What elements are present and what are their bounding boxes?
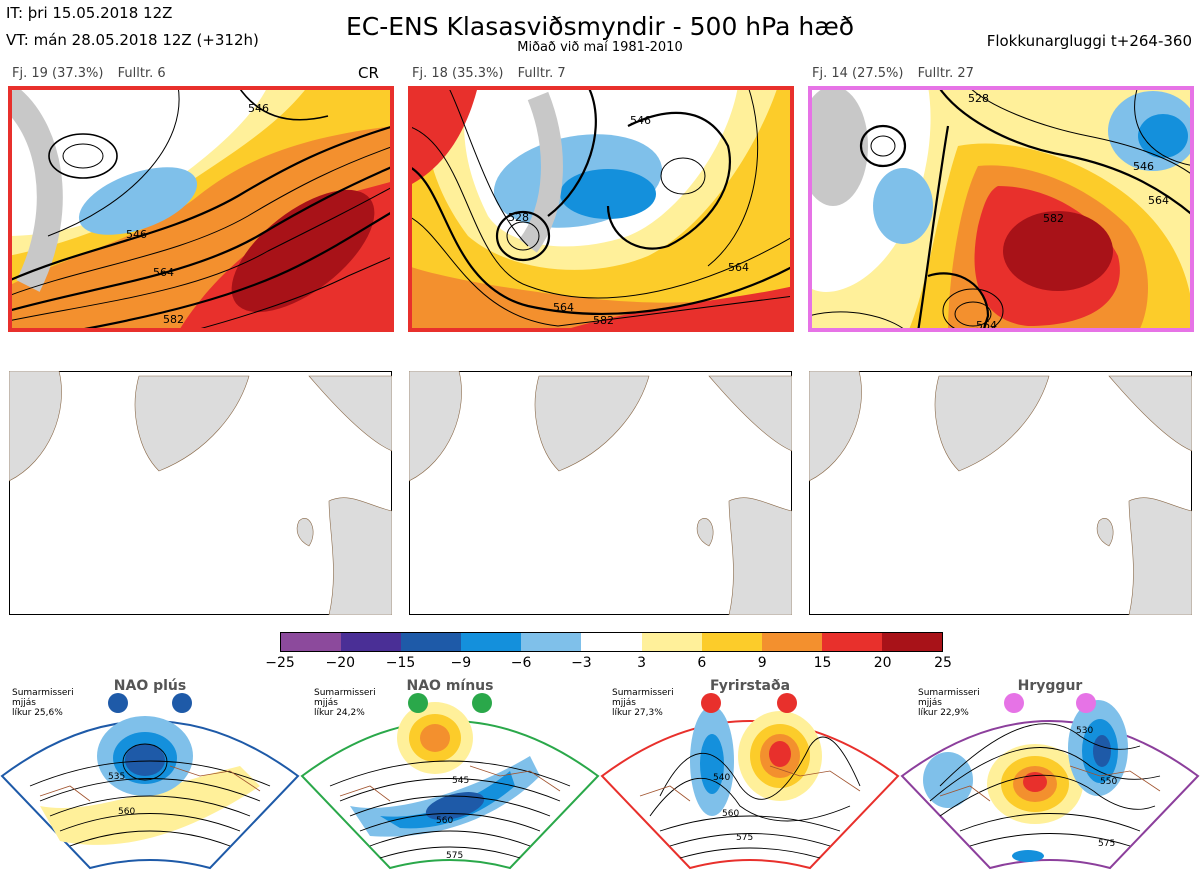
- colorbar-tick: −9: [450, 655, 472, 671]
- colorbar-tick: 3: [637, 655, 647, 671]
- colorbar-swatch: [341, 633, 402, 651]
- initial-time: IT: þri 15.05.2018 12Z: [6, 4, 173, 22]
- contour-label: 545: [452, 776, 469, 786]
- contour-label: 540: [713, 773, 730, 783]
- colorbar-tick: −20: [325, 655, 356, 671]
- panel-border: [408, 86, 794, 332]
- regime-nao-minus: 545 560 575 NAO mínus Sumarmisseri mjjás…: [300, 676, 600, 871]
- regime-marker: [472, 693, 492, 713]
- colorbar-swatch: [281, 633, 342, 651]
- regime-info: Sumarmisseri mjjás líkur 25,6%: [12, 688, 74, 718]
- colorbar-swatch: [821, 633, 882, 651]
- panel-label-3: Fj. 14 (27.5%) Fulltr. 27: [812, 66, 984, 81]
- panel-label-1: Fj. 19 (37.3%) Fulltr. 6: [12, 66, 176, 81]
- regime-nao-plus: 535 560 NAO plús Sumarmisseri mjjás líku…: [0, 676, 300, 871]
- colorbar: [280, 632, 943, 652]
- colorbar-swatch: [641, 633, 702, 651]
- regime-info: Sumarmisseri mjjás líkur 24,2%: [314, 688, 376, 718]
- classification-window: Flokkunargluggi t+264-360: [986, 32, 1192, 50]
- colorbar-swatch: [461, 633, 522, 651]
- regime-ridge: 530 550 575 Hryggur Sumarmisseri mjjás l…: [900, 676, 1200, 871]
- panel-border: [808, 86, 1194, 332]
- panel-border: [8, 86, 394, 332]
- colorbar-tick: 25: [934, 655, 952, 671]
- cluster-tag: CR: [358, 64, 379, 82]
- contour-label: 582: [1043, 212, 1064, 225]
- representative-label: Fulltr. 27: [917, 66, 974, 81]
- contour-label: 546: [126, 228, 147, 241]
- blank-map-2: [409, 371, 792, 615]
- representative-label: Fulltr. 6: [117, 66, 166, 81]
- regime-marker: [701, 693, 721, 713]
- contour-label: 582: [593, 314, 614, 327]
- colorbar-tick: −15: [385, 655, 416, 671]
- cluster-label: Fj. 18 (35.3%): [412, 66, 504, 81]
- contour-label: 546: [1133, 160, 1154, 173]
- contour-label: 564: [1148, 194, 1169, 207]
- contour-label: 564: [728, 261, 749, 274]
- colorbar-swatch: [521, 633, 582, 651]
- forecast-map-1: 546 546 564 582: [8, 86, 394, 332]
- regime-name: Hryggur: [1017, 678, 1083, 694]
- regime-info: Sumarmisseri mjjás líkur 22,9%: [918, 688, 980, 718]
- colorbar-tick: 15: [813, 655, 832, 671]
- contour-label: 564: [553, 301, 574, 314]
- colorbar-tick: −3: [571, 655, 592, 671]
- colorbar-swatch: [401, 633, 462, 651]
- regime-border: [600, 720, 900, 870]
- regime-name: Fyrirstaða: [709, 678, 791, 694]
- colorbar-swatch: [701, 633, 762, 651]
- blank-map-3: [809, 371, 1192, 615]
- colorbar-tick: 9: [757, 655, 767, 671]
- regime-name: NAO mínus: [406, 678, 494, 694]
- page-title: EC-ENS Klasasviðsmyndir - 500 hPa hæð: [345, 12, 855, 41]
- contour-label: 546: [630, 114, 651, 127]
- regime-marker: [108, 693, 128, 713]
- colorbar-tick: −6: [510, 655, 532, 671]
- colorbar-swatch: [581, 633, 642, 651]
- page-subtitle: Miðað við maí 1981-2010: [517, 40, 683, 55]
- colorbar-tick: 6: [697, 655, 707, 671]
- contour-label: 560: [722, 809, 739, 819]
- regime-marker: [777, 693, 797, 713]
- regime-marker: [408, 693, 428, 713]
- contour-label: 575: [446, 851, 463, 861]
- contour-label: 530: [1076, 726, 1093, 736]
- forecast-map-2: 528 546 564 582 564: [408, 86, 794, 332]
- forecast-map-3: 528 546 564 582 564: [808, 86, 1194, 332]
- regime-marker: [1004, 693, 1024, 713]
- contour-label: 560: [436, 816, 453, 826]
- contour-label: 550: [1100, 777, 1117, 787]
- panel-label-2: Fj. 18 (35.3%) Fulltr. 7: [412, 66, 576, 81]
- colorbar-swatch: [761, 633, 822, 651]
- colorbar-swatch: [881, 633, 943, 651]
- contour-label: 546: [248, 102, 269, 115]
- regime-marker: [1076, 693, 1096, 713]
- contour-label: 560: [118, 807, 135, 817]
- contour-label: 528: [508, 211, 529, 224]
- regime-name: NAO plús: [113, 678, 187, 694]
- valid-time: VT: mán 28.05.2018 12Z (+312h): [6, 31, 259, 49]
- contour-label: 528: [968, 92, 989, 105]
- contour-label: 575: [1098, 839, 1115, 849]
- regime-blocking: 540 560 575 Fyrirstaða Sumarmisseri mjjá…: [600, 676, 900, 871]
- regime-info: Sumarmisseri mjjás líkur 27,3%: [612, 688, 674, 718]
- contour-label: 575: [736, 833, 753, 843]
- colorbar-tick: 20: [873, 655, 892, 671]
- blank-map-1: [9, 371, 392, 615]
- colorbar-ticks: −25 −20 −15 −9 −6 −3 3 6 9 15 20 25: [265, 655, 952, 673]
- contour-label: 582: [163, 313, 184, 326]
- contour-label: 535: [108, 772, 125, 782]
- cluster-label: Fj. 14 (27.5%): [812, 66, 904, 81]
- regime-marker: [172, 693, 192, 713]
- representative-label: Fulltr. 7: [517, 66, 566, 81]
- contour-label: 564: [153, 266, 174, 279]
- colorbar-tick: −25: [265, 655, 295, 671]
- cluster-label: Fj. 19 (37.3%): [12, 66, 104, 81]
